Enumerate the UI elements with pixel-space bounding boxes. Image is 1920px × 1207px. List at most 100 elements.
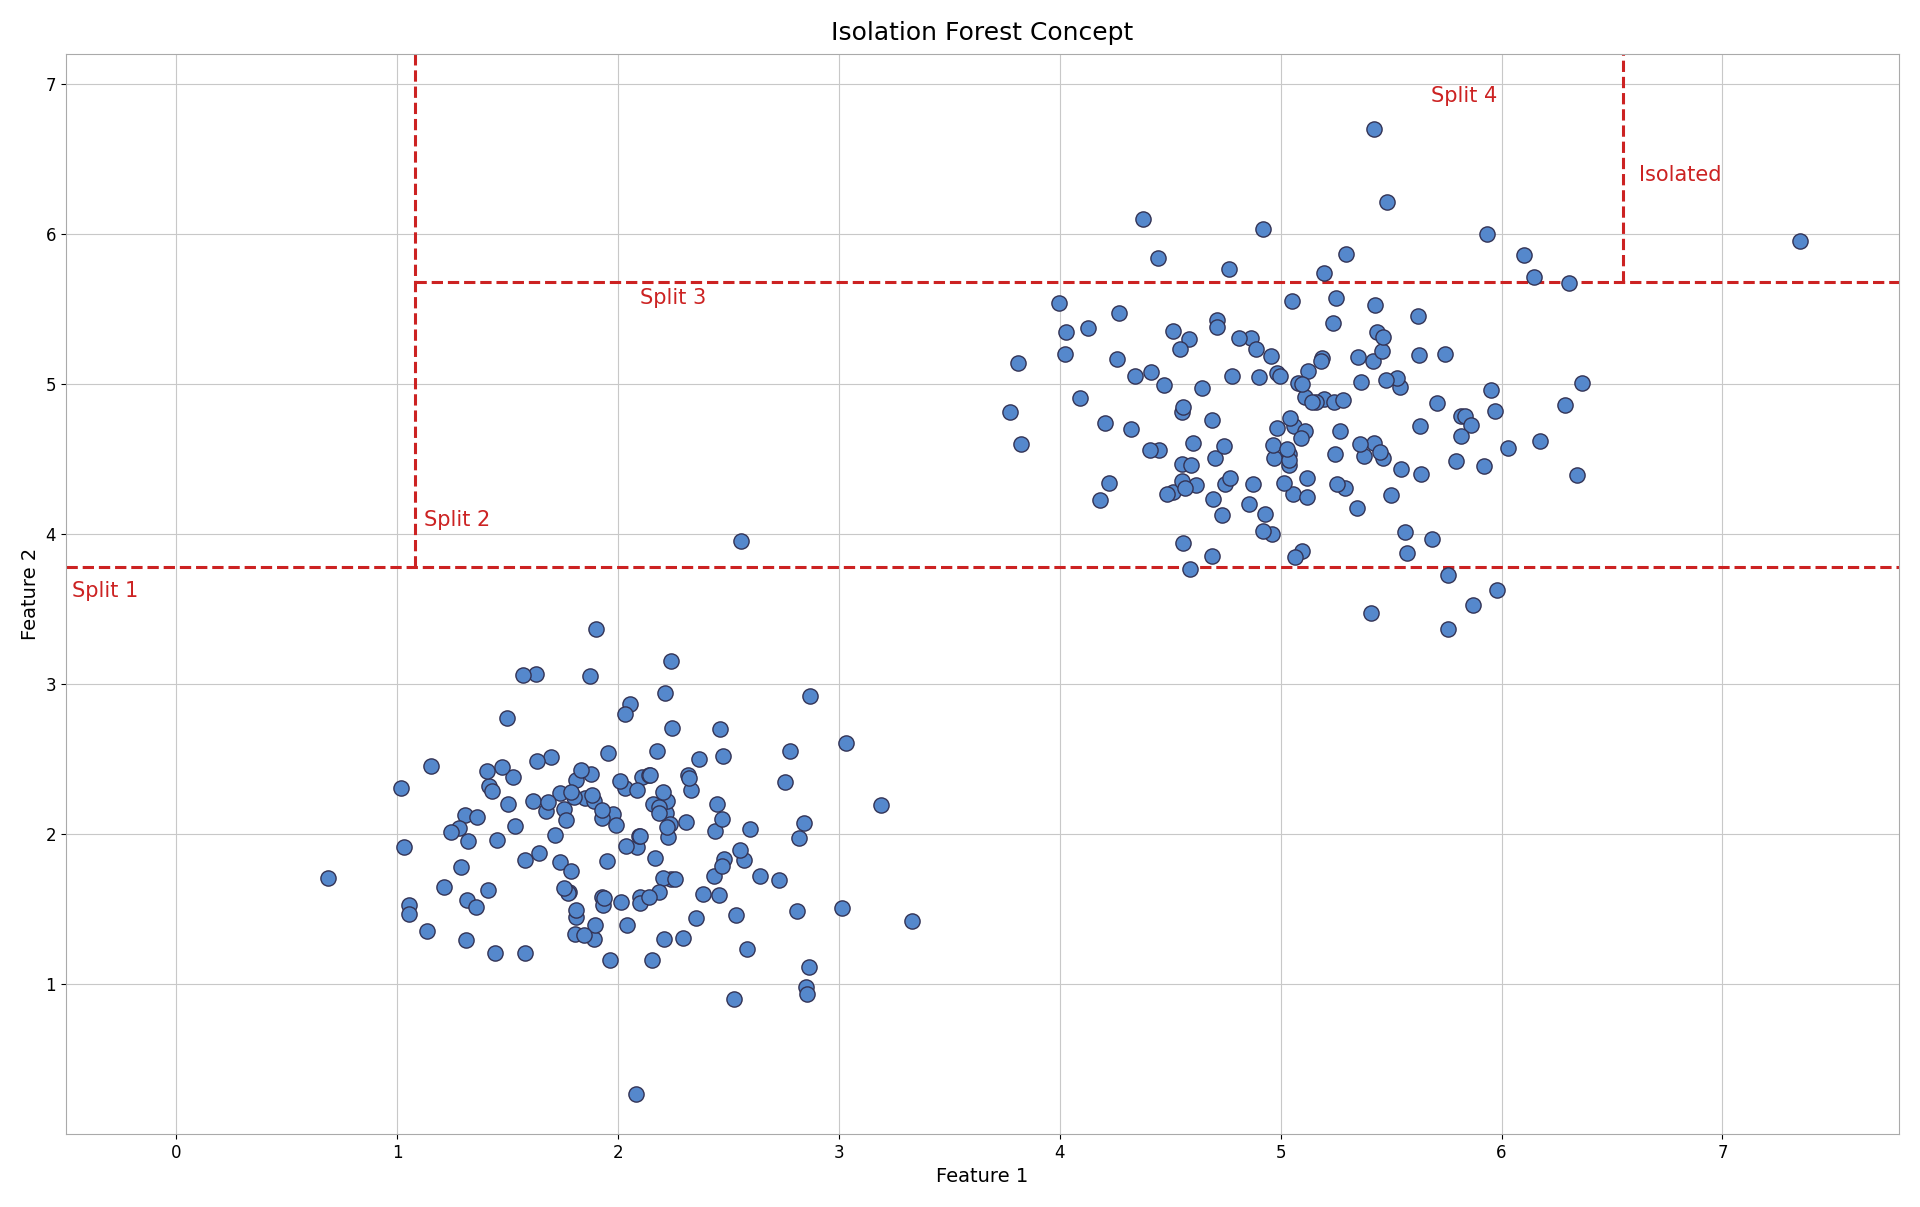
Point (1480, 401, 1511, 420)
Point (1432, 619, 1463, 639)
Point (707, 810, 737, 829)
Point (591, 851, 622, 870)
Point (574, 666, 605, 686)
Point (699, 867, 730, 886)
Point (1066, 389, 1096, 408)
Point (1356, 604, 1386, 623)
Point (1361, 322, 1392, 342)
Point (557, 782, 588, 801)
Point (622, 838, 653, 857)
Point (655, 869, 685, 888)
Point (588, 887, 618, 906)
Point (708, 849, 739, 868)
Point (545, 783, 576, 803)
Point (732, 939, 762, 958)
Point (829, 733, 860, 752)
Point (1549, 395, 1580, 414)
Point (1284, 428, 1315, 448)
Point (388, 838, 419, 857)
Point (570, 788, 601, 807)
Point (1238, 474, 1269, 494)
Point (651, 792, 682, 811)
Point (509, 944, 540, 963)
Point (480, 943, 511, 962)
Point (516, 792, 547, 811)
Point (428, 877, 459, 897)
Text: Isolated: Isolated (1638, 165, 1720, 185)
Text: Split 4: Split 4 (1430, 86, 1498, 106)
Point (1319, 392, 1350, 412)
Point (626, 768, 657, 787)
Point (643, 797, 674, 816)
Point (1169, 478, 1200, 497)
Point (1279, 416, 1309, 436)
Point (611, 836, 641, 856)
Point (520, 664, 551, 683)
Point (609, 779, 639, 798)
Point (1784, 232, 1814, 251)
Point (1167, 397, 1198, 416)
Point (1405, 416, 1436, 436)
Point (1043, 293, 1073, 313)
Point (655, 815, 685, 834)
Point (1475, 380, 1505, 400)
Point (611, 705, 641, 724)
Point (588, 888, 618, 908)
Point (795, 686, 826, 705)
Point (549, 799, 580, 818)
Point (1175, 559, 1206, 578)
X-axis label: Feature 1: Feature 1 (937, 1167, 1029, 1186)
Point (1167, 402, 1198, 421)
Point (540, 826, 570, 845)
Point (1181, 476, 1212, 495)
Point (415, 757, 445, 776)
Point (1309, 390, 1340, 409)
Point (1196, 410, 1227, 430)
Point (551, 810, 582, 829)
Point (1405, 465, 1436, 484)
Point (436, 823, 467, 842)
Point (735, 820, 766, 839)
Point (1148, 375, 1179, 395)
Point (1450, 407, 1480, 426)
Point (1235, 494, 1265, 513)
Point (1142, 249, 1173, 268)
Point (578, 792, 609, 811)
Point (492, 709, 522, 728)
Point (1371, 371, 1402, 390)
Point (1432, 565, 1463, 584)
Point (1296, 392, 1327, 412)
Point (1175, 455, 1206, 474)
Point (1553, 274, 1584, 293)
Point (1375, 485, 1405, 505)
Point (1286, 541, 1317, 560)
Point (593, 744, 624, 763)
Point (624, 827, 655, 846)
Point (1390, 523, 1421, 542)
Point (1210, 474, 1240, 494)
Point (588, 809, 618, 828)
Point (1482, 581, 1513, 600)
Point (1359, 296, 1390, 315)
Point (476, 781, 507, 800)
Point (682, 908, 712, 927)
Point (1321, 288, 1352, 308)
Point (783, 828, 814, 847)
Point (1217, 366, 1248, 385)
Point (1380, 368, 1411, 387)
Point (1165, 339, 1196, 358)
Point (1273, 455, 1304, 474)
Point (1223, 328, 1254, 348)
Point (1309, 263, 1340, 282)
Point (670, 812, 701, 832)
Point (1158, 321, 1188, 340)
Point (1430, 345, 1461, 365)
Point (1342, 498, 1373, 518)
Point (1492, 438, 1523, 457)
Point (524, 844, 555, 863)
Point (1116, 419, 1146, 438)
Point (626, 827, 657, 846)
Point (1187, 378, 1217, 397)
Point (561, 925, 591, 944)
Point (1283, 374, 1313, 393)
